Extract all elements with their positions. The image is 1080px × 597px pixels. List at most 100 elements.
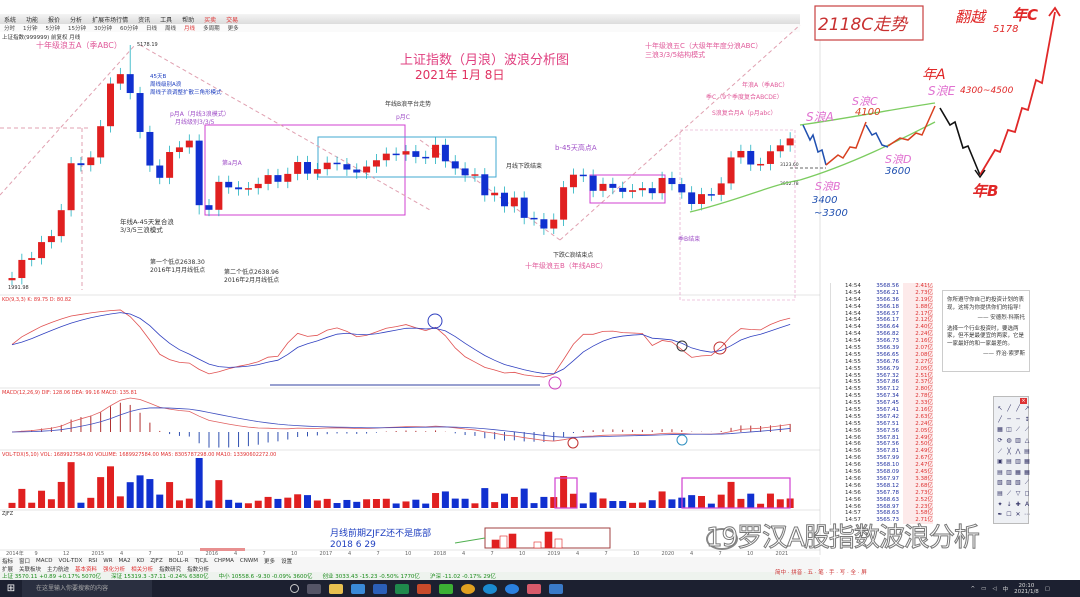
draw-tool-icon[interactable]: ↕ [1024, 415, 1030, 423]
draw-tool-icon[interactable]: ▥ [1006, 468, 1012, 476]
draw-tool-icon[interactable]: ▨ [1006, 479, 1012, 487]
draw-tool-icon[interactable]: ▦ [1024, 458, 1030, 466]
draw-tool-icon[interactable]: ▤ [997, 468, 1003, 476]
indicator-tab[interactable]: 更多 [264, 559, 276, 565]
draw-tool-icon[interactable]: ✦ [997, 500, 1003, 508]
draw-tool-icon[interactable]: ╱ [1007, 405, 1011, 412]
app-icon[interactable] [549, 583, 563, 594]
draw-tool-icon[interactable]: ⟋ [1024, 479, 1030, 487]
draw-tool-icon[interactable]: ▦ [1024, 468, 1030, 476]
draw-tool-icon[interactable]: ⟋ [1024, 426, 1030, 434]
ime-lang[interactable]: 中 [1002, 586, 1009, 593]
word-icon[interactable] [373, 583, 387, 594]
analysis-tab[interactable]: 指数分析 [187, 566, 210, 573]
taskbar-search-input[interactable]: 在这里输入你要搜索的内容 [22, 580, 152, 597]
draw-tool-icon[interactable]: ↖ [997, 405, 1003, 412]
draw-tool-icon[interactable]: ▥ [1015, 458, 1021, 466]
analysis-tab[interactable]: 扩展 [2, 566, 14, 573]
draw-tool-icon[interactable]: ─ [1016, 415, 1020, 423]
draw-tool-icon[interactable]: ◍ [1006, 436, 1012, 444]
draw-tool-icon[interactable]: ▤ [1006, 458, 1012, 466]
clock[interactable]: 20:10 2021/1/8 [1014, 583, 1039, 595]
indicator-tab[interactable]: BOLL-R [168, 558, 189, 564]
ime-toolbar[interactable]: 简中 · 拼音 · 五 · 笔 · 手 · 写 · 全 · 屏 [775, 570, 867, 576]
period-button[interactable]: 更多 [227, 26, 239, 32]
period-button[interactable]: 1分钟 [23, 26, 38, 32]
period-button[interactable]: 多周期 [203, 26, 220, 32]
period-button[interactable]: 15分钟 [68, 26, 87, 32]
draw-tool-icon[interactable]: ✚ [1015, 500, 1021, 508]
chrome-icon[interactable] [461, 583, 475, 594]
close-icon[interactable]: × [1020, 398, 1027, 404]
draw-tool-icon[interactable]: ⋀ [1015, 447, 1021, 455]
indicator-tab[interactable]: 指标 [2, 559, 14, 565]
analysis-tab[interactable]: 关联板块 [19, 566, 42, 573]
period-button[interactable]: 分时 [4, 26, 16, 32]
indicator-tab[interactable]: MA2 [118, 558, 131, 564]
period-button[interactable]: 5分钟 [45, 26, 61, 32]
period-button[interactable]: 周线 [165, 26, 177, 32]
period-button[interactable]: 30分钟 [94, 26, 113, 32]
draw-tool-icon[interactable]: ▽ [1015, 490, 1021, 498]
draw-tool-icon[interactable]: ⟋ [1015, 426, 1021, 434]
draw-tool-icon[interactable]: ⟋ [1006, 490, 1012, 498]
draw-tool-icon[interactable]: ▣ [997, 458, 1003, 466]
draw-tool-icon[interactable]: ▦ [997, 426, 1003, 434]
cortana-icon[interactable] [290, 584, 299, 593]
draw-tool-icon[interactable]: ▤ [1024, 447, 1030, 455]
menu-item[interactable]: 资讯 [138, 16, 151, 24]
menu-item[interactable]: 报价 [48, 16, 61, 24]
draw-tool-icon[interactable]: ╱ [998, 415, 1002, 423]
analysis-tab[interactable]: 指数研究 [159, 566, 182, 573]
menu-item[interactable]: 交易 [226, 16, 239, 24]
tick-quote-list[interactable]: 14:54 3568.56 2.41亿 14:54 3566.21 2.73亿 14:54 3… [830, 283, 938, 525]
menu-item[interactable]: 分析 [70, 16, 83, 24]
menu-item[interactable]: 帮助 [182, 16, 195, 24]
network-icon[interactable]: ▭ [981, 585, 987, 592]
volume-icon[interactable]: ◁ [992, 585, 997, 592]
draw-tool-icon[interactable]: △ [1024, 436, 1030, 444]
analysis-tab[interactable]: 相关分析 [131, 566, 154, 573]
indicator-tab[interactable]: 窗口 [19, 559, 31, 565]
period-button[interactable]: 60分钟 [120, 26, 139, 32]
powerpoint-icon[interactable] [417, 583, 431, 594]
indicator-tab[interactable]: TJCJL [194, 558, 209, 564]
indicator-tab[interactable]: KD [136, 558, 145, 564]
indicator-tab[interactable]: VOL-TDX [58, 558, 83, 564]
draw-tool-icon[interactable]: ⋯ [1024, 511, 1030, 519]
indicator-tab[interactable]: MACD [36, 558, 53, 564]
draw-tool-icon[interactable]: ╳ [1007, 447, 1011, 455]
draw-tool-icon[interactable]: ✕ [1015, 511, 1021, 519]
draw-tool-icon[interactable]: ☐ [1006, 511, 1012, 519]
windows-start-icon[interactable]: ⊞ [6, 583, 16, 594]
notification-icon[interactable]: ▢ [1044, 585, 1050, 592]
analysis-tab[interactable]: 基本资料 [75, 566, 98, 573]
indicator-tab[interactable]: RSI [88, 558, 98, 564]
sogou-icon[interactable] [505, 583, 519, 594]
draw-tool-icon[interactable]: ◫ [1006, 426, 1012, 434]
excel-icon[interactable] [395, 583, 409, 594]
menu-item[interactable]: 功能 [26, 16, 39, 24]
edge-icon[interactable] [483, 583, 497, 594]
wechat-taskbar-icon[interactable] [439, 583, 453, 594]
tray-chevron-icon[interactable]: ^ [970, 585, 976, 592]
draw-tool-icon[interactable]: ╱ [1016, 405, 1020, 412]
draw-tool-icon[interactable]: ↓ [1006, 500, 1012, 508]
file-explorer-icon[interactable] [329, 583, 343, 594]
draw-tool-icon[interactable]: ▦ [1015, 468, 1021, 476]
draw-tool-icon[interactable]: ◻ [1024, 490, 1030, 498]
draw-tool-icon[interactable]: ─ [1007, 415, 1011, 423]
draw-tool-icon[interactable]: ✒ [997, 511, 1003, 519]
draw-tool-icon[interactable]: ⟋ [997, 447, 1003, 455]
chart-area[interactable]: 2014年 9 12 2015 4 7 10 2016 4 7 10 2017 4 7 10 2018 4 7 10… [0, 0, 830, 557]
indicator-tab[interactable]: WR [103, 558, 113, 564]
analysis-tab[interactable]: 主力航迹 [47, 566, 70, 573]
indicator-tab[interactable]: CNWM [239, 558, 259, 564]
period-button[interactable]: 月线 [184, 26, 196, 32]
indicator-tab[interactable]: CHPMA [214, 558, 234, 564]
draw-tool-icon[interactable]: ▥ [1015, 436, 1021, 444]
menu-item[interactable]: 扩展市场行情 [92, 16, 129, 24]
indicator-tab[interactable]: ZJFZ [150, 558, 163, 564]
indicator-tab[interactable]: 设置 [281, 559, 293, 565]
draw-tool-icon[interactable]: ▧ [1015, 479, 1021, 487]
